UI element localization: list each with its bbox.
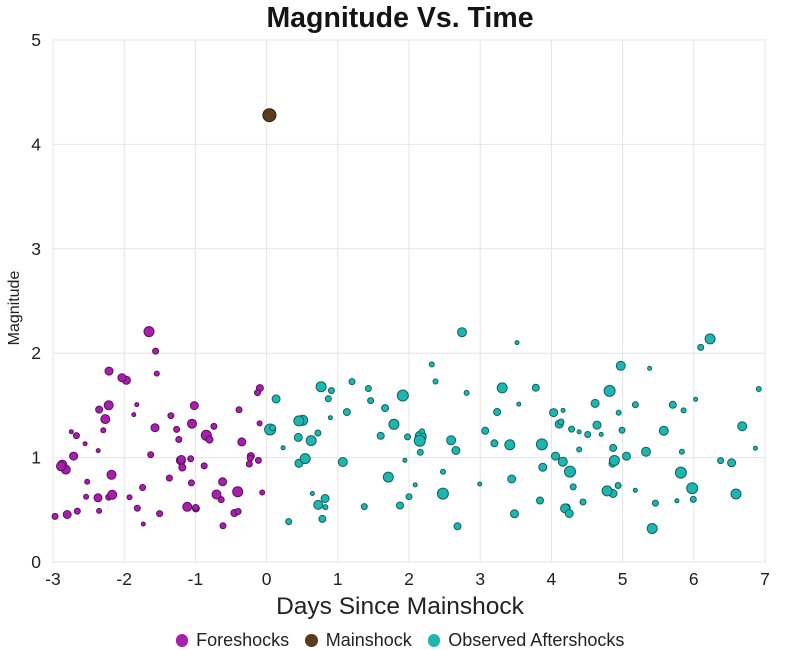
svg-text:2: 2 (404, 569, 414, 589)
svg-text:5: 5 (618, 569, 628, 589)
svg-text:-1: -1 (188, 569, 204, 589)
svg-text:5: 5 (31, 30, 41, 50)
svg-text:0: 0 (31, 552, 41, 572)
svg-text:-2: -2 (116, 569, 132, 589)
svg-text:4: 4 (31, 134, 41, 154)
svg-text:1: 1 (333, 569, 343, 589)
svg-text:-3: -3 (45, 569, 61, 589)
svg-text:7: 7 (760, 569, 770, 589)
svg-text:4: 4 (547, 569, 557, 589)
svg-text:6: 6 (689, 569, 699, 589)
svg-text:0: 0 (262, 569, 272, 589)
svg-text:1: 1 (31, 448, 41, 468)
svg-text:2: 2 (31, 343, 41, 363)
svg-text:3: 3 (31, 239, 41, 259)
svg-text:3: 3 (475, 569, 485, 589)
